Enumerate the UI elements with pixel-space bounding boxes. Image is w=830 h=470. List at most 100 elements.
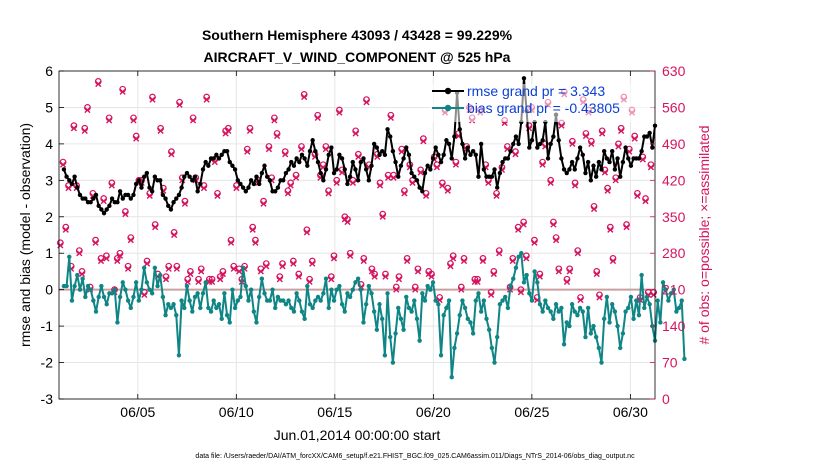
y-left-tick-label: 6 bbox=[45, 63, 53, 79]
obs-assimilated-point bbox=[81, 127, 88, 134]
rmse-point bbox=[468, 152, 473, 158]
obs-assimilated-point bbox=[76, 250, 83, 257]
rmse-point bbox=[478, 141, 484, 147]
bias-point bbox=[267, 298, 273, 303]
rmse-point bbox=[184, 170, 190, 176]
bias-point bbox=[254, 320, 259, 325]
bias-point bbox=[660, 280, 666, 285]
bias-point bbox=[404, 294, 409, 300]
bias-point bbox=[452, 345, 457, 351]
rmse-point bbox=[572, 167, 577, 172]
bias-point bbox=[551, 316, 556, 322]
rmse-point bbox=[508, 148, 513, 154]
obs-assimilated-point bbox=[219, 270, 226, 278]
obs-assimilated-point bbox=[333, 179, 340, 187]
rmse-point bbox=[537, 141, 543, 147]
rmse-point bbox=[441, 152, 446, 158]
obs-assimilated-point bbox=[230, 265, 237, 272]
rmse-point bbox=[355, 178, 361, 183]
obs-assimilated-point bbox=[566, 268, 573, 275]
obs-assimilated-point bbox=[349, 179, 357, 187]
rmse-point bbox=[449, 156, 454, 161]
bias-point bbox=[438, 353, 444, 358]
bias-point bbox=[393, 331, 398, 336]
rmse-point bbox=[604, 156, 610, 161]
obs-assimilated-point bbox=[181, 200, 189, 207]
obs-assimilated-point bbox=[490, 270, 497, 278]
y-right-tick-label: 210 bbox=[662, 282, 686, 298]
obs-assimilated-point bbox=[409, 179, 416, 187]
bias-point bbox=[470, 331, 476, 336]
bias-point bbox=[612, 309, 618, 314]
obs-assimilated-point bbox=[190, 117, 197, 124]
rmse-point bbox=[310, 138, 315, 143]
x-axis-ticks: 06/05 06/10 06/15 06/20 06/25 06/30 bbox=[120, 71, 648, 420]
bias-point bbox=[350, 287, 355, 292]
bias-point bbox=[489, 345, 495, 351]
obs-assimilated-point bbox=[141, 291, 148, 298]
rmse-point bbox=[593, 174, 599, 179]
rmse-point bbox=[139, 185, 144, 190]
obs-assimilated-point bbox=[263, 263, 270, 270]
rmse-point bbox=[294, 156, 299, 161]
obs-assimilated-point bbox=[515, 226, 522, 233]
rmse-point bbox=[329, 145, 334, 150]
obs-assimilated-point bbox=[244, 148, 251, 155]
obs-assimilated-point bbox=[450, 255, 457, 262]
bias-point bbox=[147, 287, 152, 292]
obs-assimilated-point bbox=[187, 270, 194, 278]
bias-point bbox=[195, 291, 200, 296]
rmse-point bbox=[267, 178, 273, 183]
rmse-point bbox=[647, 130, 652, 136]
bias-point bbox=[363, 302, 369, 307]
obs-assimilated-point bbox=[290, 260, 297, 267]
bias-point bbox=[232, 305, 238, 311]
bias-point bbox=[583, 334, 588, 340]
bias-point bbox=[168, 305, 174, 311]
rmse-point bbox=[321, 178, 326, 183]
y-left-tick-label: 0 bbox=[45, 282, 53, 298]
bias-point bbox=[310, 305, 315, 311]
rmse-point bbox=[195, 189, 200, 194]
obs-assimilated-point bbox=[523, 255, 530, 262]
x-tick-label: 06/10 bbox=[219, 404, 254, 420]
rmse-point bbox=[406, 152, 412, 158]
bias-point bbox=[211, 298, 216, 303]
bias-point bbox=[567, 323, 572, 329]
obs-assimilated-point bbox=[401, 190, 408, 197]
obs-assimilated-point bbox=[420, 138, 427, 145]
bias-point bbox=[144, 280, 150, 285]
rmse-point bbox=[147, 185, 152, 190]
rmse-point bbox=[516, 141, 521, 147]
bias-point bbox=[663, 287, 668, 292]
bias-point bbox=[131, 294, 136, 300]
x-tick-label: 06/25 bbox=[514, 404, 549, 420]
bias-point bbox=[259, 276, 265, 281]
obs-assimilated-point bbox=[647, 164, 655, 171]
bias-point bbox=[465, 316, 470, 322]
bias-point bbox=[230, 287, 235, 292]
bias-point bbox=[532, 269, 537, 274]
obs-possible-series bbox=[56, 78, 658, 301]
bias-point bbox=[366, 283, 372, 289]
rmse-point bbox=[99, 207, 104, 212]
bias-point bbox=[604, 294, 610, 300]
rmse-point bbox=[251, 181, 257, 187]
bias-point bbox=[208, 309, 214, 314]
obs-assimilated-point bbox=[119, 88, 126, 95]
obs-assimilated-point bbox=[176, 101, 183, 108]
bias-point bbox=[182, 305, 187, 311]
obs-assimilated-point bbox=[100, 198, 107, 205]
rmse-point bbox=[644, 134, 650, 139]
rmse-point bbox=[551, 134, 556, 139]
obs-assimilated-point bbox=[596, 294, 603, 301]
bias-point bbox=[206, 305, 211, 311]
rmse-point bbox=[460, 141, 465, 147]
bias-point bbox=[631, 316, 636, 322]
rmse-point bbox=[77, 192, 83, 198]
legend-rmse-marker bbox=[444, 87, 452, 95]
bias-point bbox=[615, 323, 620, 329]
rmse-point bbox=[473, 152, 479, 158]
rmse-point bbox=[313, 148, 318, 154]
rmse-point bbox=[404, 145, 409, 150]
